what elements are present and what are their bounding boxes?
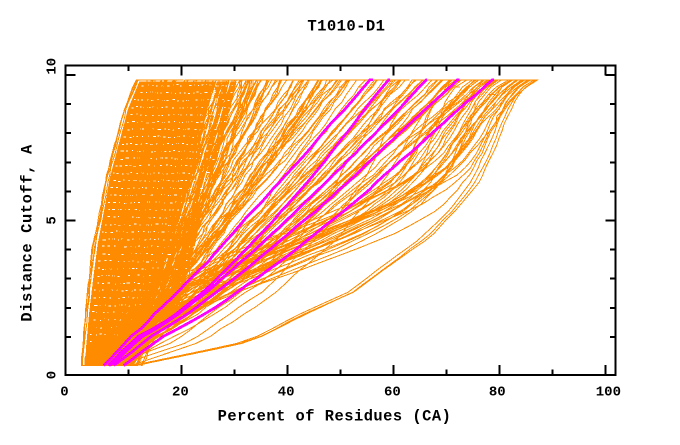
- svg-text:100: 100: [596, 384, 621, 400]
- svg-text:0: 0: [60, 384, 68, 400]
- svg-text:40: 40: [278, 384, 295, 400]
- svg-text:T1010-D1: T1010-D1: [307, 18, 385, 36]
- svg-text:60: 60: [384, 384, 401, 400]
- svg-text:10: 10: [45, 58, 61, 75]
- svg-text:5: 5: [45, 216, 61, 224]
- svg-text:Percent of Residues (CA): Percent of Residues (CA): [218, 407, 452, 425]
- svg-text:80: 80: [489, 384, 506, 400]
- svg-text:0: 0: [45, 371, 61, 379]
- svg-text:20: 20: [172, 384, 189, 400]
- svg-text:Distance Cutoff, A: Distance Cutoff, A: [19, 144, 37, 322]
